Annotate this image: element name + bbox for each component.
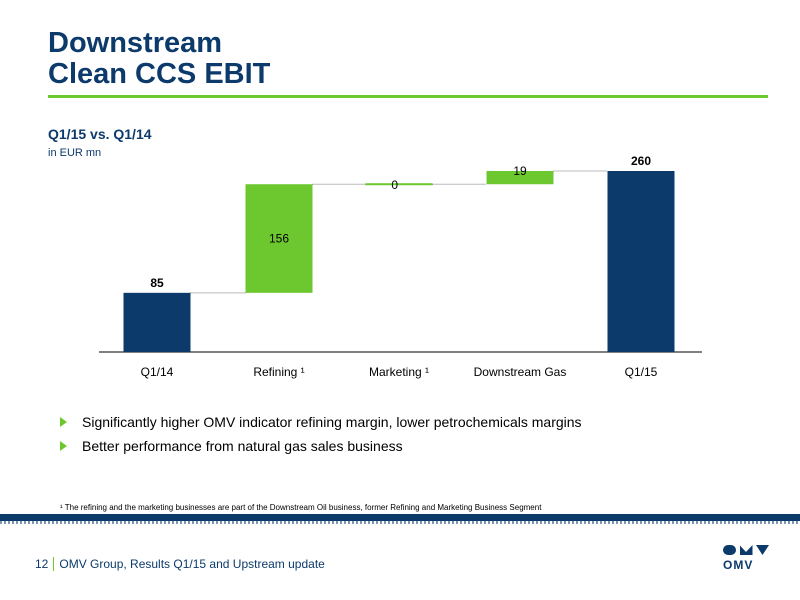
data-label: 85	[150, 276, 164, 290]
data-label: 156	[269, 232, 289, 246]
data-label: 0	[391, 178, 398, 192]
x-tick-label: Marketing ¹	[369, 365, 429, 379]
bar-downstream-gas	[486, 171, 554, 185]
bar-refining	[245, 184, 313, 293]
bullet-text: Better performance from natural gas sale…	[82, 438, 403, 454]
omv-logo-mark-icon	[723, 545, 769, 555]
bullet-item: Better performance from natural gas sale…	[60, 436, 582, 460]
slide-title-line2: Clean CCS EBIT	[48, 58, 271, 90]
chart-unit: in EUR mn	[48, 147, 102, 159]
x-tick-label: Q1/14	[141, 365, 174, 379]
bullet-list: Significantly higher OMV indicator refin…	[60, 412, 582, 460]
footer: 12 OMV Group, Results Q1/15 and Upstream…	[35, 557, 325, 571]
chart-title: Q1/15 vs. Q1/14	[48, 126, 152, 142]
x-tick-label: Refining ¹	[253, 365, 304, 379]
title-divider	[48, 95, 768, 98]
bar-q1-15	[607, 171, 675, 352]
omv-logo-text: OMV	[723, 558, 754, 572]
data-label: 19	[513, 164, 527, 178]
footer-band-pattern	[0, 521, 800, 524]
bullet-arrow-icon	[60, 441, 67, 451]
footnote: ¹ The refining and the marketing busines…	[60, 503, 542, 512]
page-number: 12	[35, 557, 49, 571]
slide-title: Downstream Clean CCS EBIT	[48, 28, 270, 90]
bar-marketing	[365, 183, 433, 186]
footer-text: OMV Group, Results Q1/15 and Upstream up…	[59, 557, 325, 571]
bullet-item: Significantly higher OMV indicator refin…	[60, 412, 582, 436]
x-tick-label: Q1/15	[625, 365, 658, 379]
footer-separator	[53, 557, 55, 571]
omv-logo: OMV	[723, 545, 769, 575]
bullet-arrow-icon	[60, 417, 67, 427]
bar-q1-14	[123, 292, 191, 352]
bullet-text: Significantly higher OMV indicator refin…	[82, 414, 582, 430]
x-tick-label: Downstream Gas	[474, 365, 567, 379]
data-label: 260	[631, 154, 651, 168]
slide-title-line1: Downstream	[48, 27, 223, 59]
footer-band	[0, 514, 800, 521]
